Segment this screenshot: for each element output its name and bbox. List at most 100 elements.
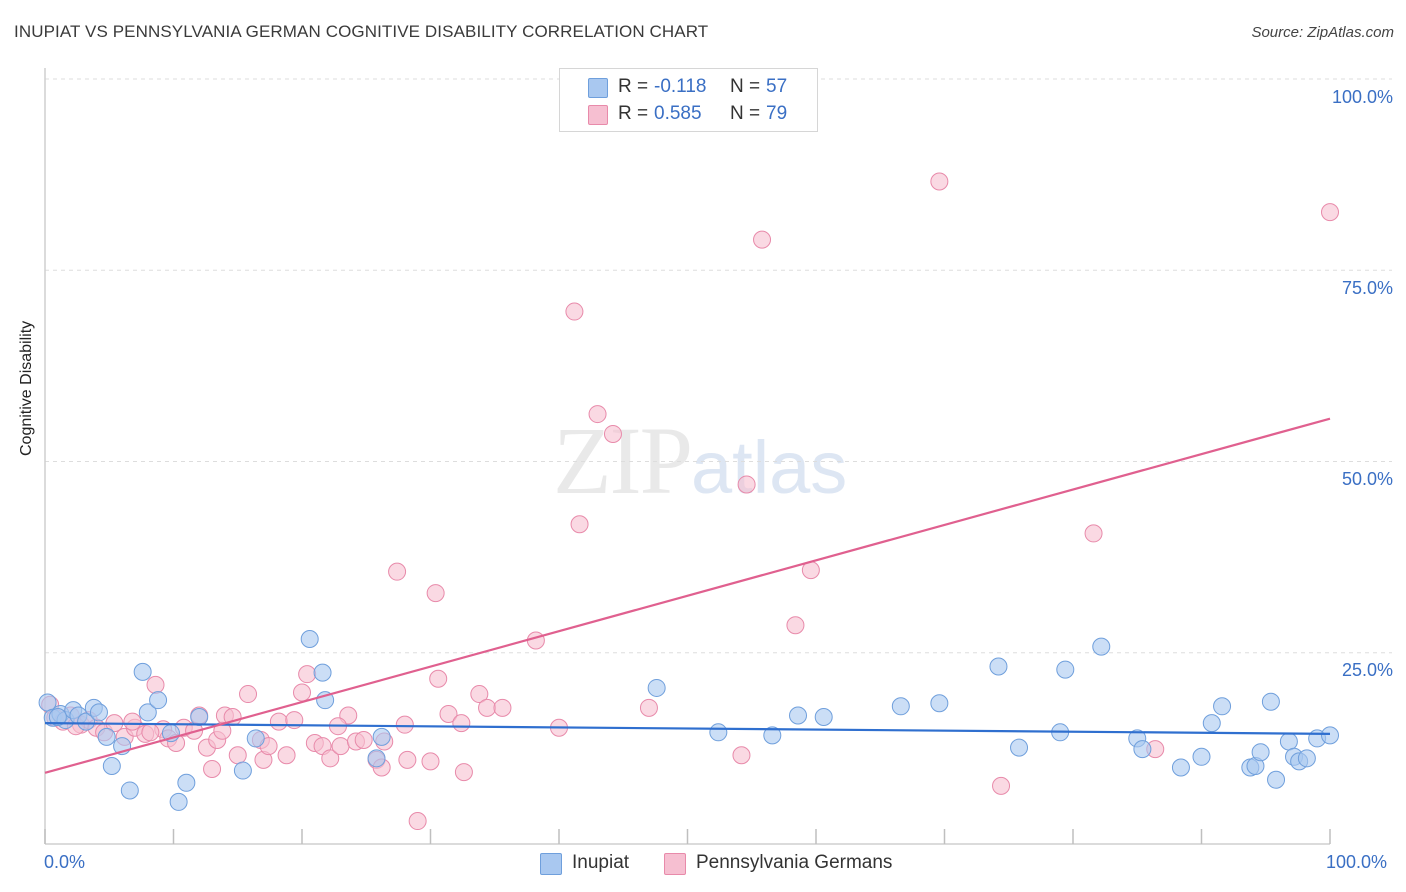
y-tick-label: 75.0% — [1341, 278, 1393, 298]
inupiat-point — [77, 712, 96, 731]
watermark: ZIPatlas — [553, 405, 847, 516]
penn-point — [426, 584, 445, 603]
penn-point — [141, 723, 160, 742]
legend-row-penn: R = 0.585 N = 79 — [560, 101, 817, 127]
inupiat-point — [149, 691, 168, 710]
inupiat-point — [89, 703, 108, 722]
penn-point — [429, 669, 448, 688]
chart-title: INUPIAT VS PENNSYLVANIA GERMAN COGNITIVE… — [14, 22, 709, 41]
penn-point — [123, 712, 142, 731]
x-tick-label: 0.0% — [44, 852, 86, 872]
inupiat-swatch — [588, 78, 608, 98]
inupiat-point — [1010, 738, 1029, 757]
penn-point — [398, 750, 417, 769]
penn-point — [354, 730, 373, 749]
inupiat-point — [1213, 697, 1232, 716]
penn-point — [228, 746, 247, 765]
penn-point — [454, 763, 473, 782]
trend-layer — [44, 417, 1331, 774]
penn-point — [293, 683, 311, 702]
penn-point — [737, 475, 756, 494]
legend-row-inupiat: R = -0.118 N = 57 — [560, 74, 817, 100]
inupiat-point — [709, 723, 728, 742]
inupiat-point — [177, 773, 196, 792]
penn-point — [321, 749, 340, 768]
penn-point — [493, 698, 512, 717]
inupiat-point — [930, 694, 949, 713]
penn-point — [565, 302, 584, 321]
y-tick-label: 50.0% — [1341, 469, 1393, 489]
penn-point — [298, 665, 317, 684]
inupiat-point — [246, 729, 265, 748]
penn-point — [395, 715, 414, 734]
inupiat-point — [169, 792, 188, 811]
stats-legend: R = -0.118 N = 57 R = 0.585 N = 79 — [559, 68, 818, 132]
penn-point — [203, 760, 222, 779]
penn-point — [603, 424, 622, 443]
source-label: Source: ZipAtlas.com — [1251, 24, 1394, 41]
penn-point — [639, 698, 658, 717]
points-layer — [38, 172, 1339, 831]
inupiat-point — [190, 708, 209, 727]
penn-point — [213, 721, 232, 740]
inupiat-legend-swatch — [540, 853, 562, 875]
n-value: 57 — [766, 76, 788, 97]
y-tick-label: 100.0% — [1331, 87, 1393, 107]
inupiat-point — [97, 727, 116, 746]
r-label: R = — [618, 76, 649, 97]
inupiat-point — [1192, 747, 1211, 766]
penn-point — [388, 562, 407, 581]
inupiat-point — [1202, 714, 1221, 733]
penn-point — [421, 752, 440, 771]
inupiat-point — [647, 678, 666, 697]
penn-point — [588, 405, 607, 424]
inupiat-point — [1092, 637, 1111, 656]
inupiat-point — [48, 708, 67, 727]
n-label: N = — [730, 76, 761, 97]
penn-point — [992, 776, 1011, 795]
watermark-atlas: atlas — [691, 426, 848, 509]
penn-point — [478, 698, 497, 717]
inupiat-point — [233, 761, 252, 780]
inupiat-point — [763, 726, 782, 745]
grid-layer — [45, 78, 1392, 654]
inupiat-point — [1056, 660, 1075, 679]
inupiat-point — [1171, 758, 1190, 777]
inupiat-point — [300, 629, 319, 648]
inupiat-point — [1321, 726, 1339, 745]
penn-point — [753, 230, 772, 249]
penn-point — [452, 714, 471, 733]
penn-legend-swatch — [664, 853, 686, 875]
y-tick-label: 25.0% — [1341, 660, 1393, 680]
r-value: -0.118 — [654, 76, 707, 97]
watermark-zip: ZIP — [553, 407, 693, 514]
inupiat-point — [1267, 770, 1286, 789]
penn-point — [1084, 524, 1103, 543]
inupiat-point — [372, 727, 391, 746]
inupiat-point — [102, 756, 121, 775]
inupiat-point — [789, 706, 808, 725]
inupiat-point — [138, 703, 157, 722]
penn-point — [470, 685, 489, 704]
n-value: 79 — [766, 103, 788, 124]
inupiat-point — [989, 657, 1008, 676]
inupiat-point — [891, 697, 910, 716]
penn-point — [408, 812, 427, 831]
penn-point — [146, 675, 165, 694]
penn-point — [570, 515, 589, 534]
penn-point — [269, 712, 288, 731]
r-value: 0.585 — [654, 103, 702, 124]
penn-point — [239, 685, 258, 704]
inupiat-point — [814, 708, 833, 727]
penn-point — [930, 172, 949, 191]
r-label: R = — [618, 103, 649, 124]
inupiat-trend-line — [44, 722, 1331, 735]
inupiat-point — [313, 663, 332, 682]
inupiat-point — [1261, 692, 1280, 711]
legend-label: Inupiat — [572, 852, 630, 873]
penn-point — [277, 746, 296, 765]
inupiat-point — [120, 781, 139, 800]
x-tick-label: 100.0% — [1326, 852, 1388, 872]
penn-point — [331, 737, 350, 756]
